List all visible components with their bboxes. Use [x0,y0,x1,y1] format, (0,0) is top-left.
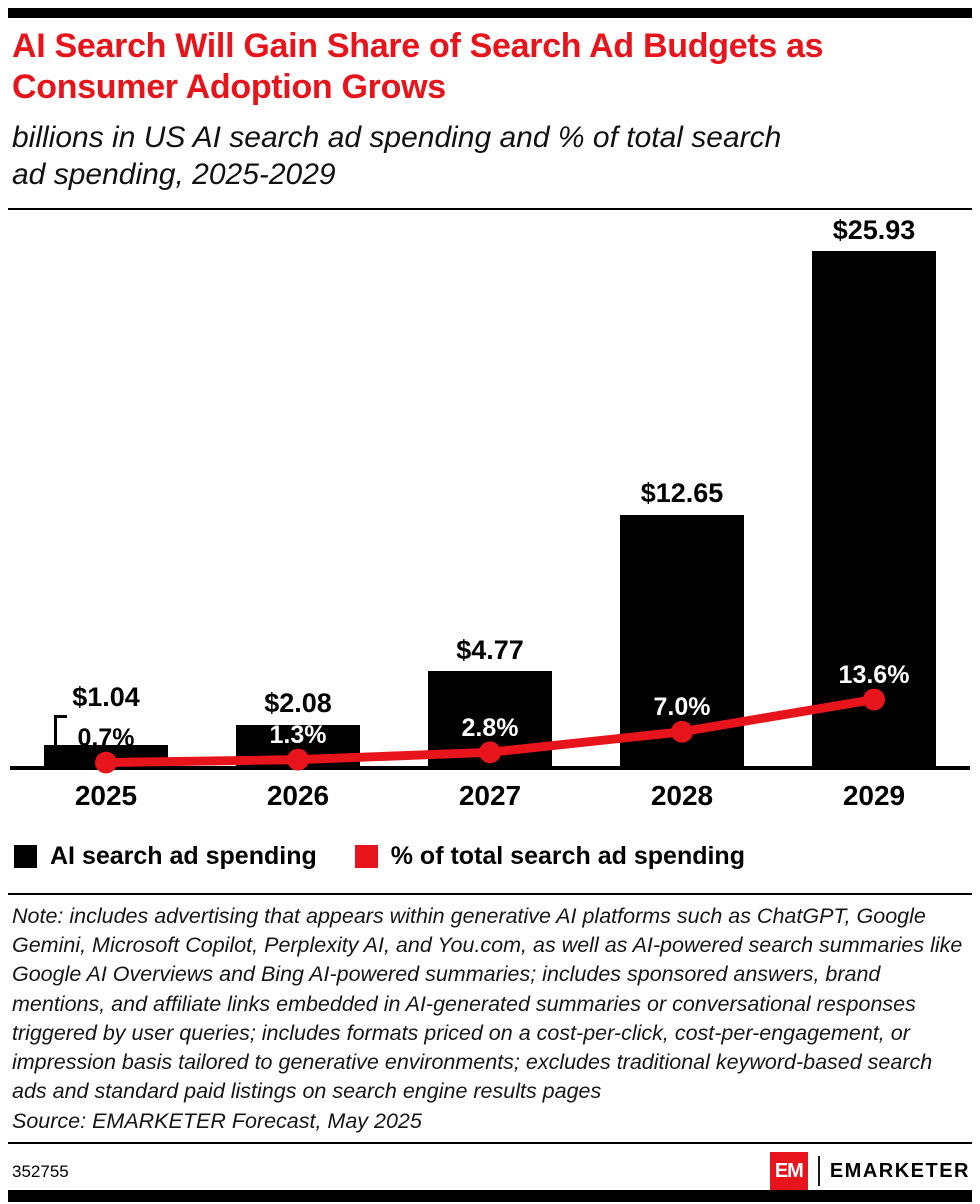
pct-line-series [95,688,885,774]
legend-item: AI search ad spending [14,842,317,871]
emarketer-logo-icon: EM [769,1152,808,1190]
pct-label-2027: 2.8% [461,713,519,742]
bar-value-label-2029: $25.93 [832,214,916,245]
chart-title: AI Search Will Gain Share of Search Ad B… [12,27,824,107]
pct-label-2028: 7.0% [653,693,711,722]
x-axis-label-2026: 2026 [266,780,330,811]
chart-subtitle: billions in US AI search ad spending and… [12,121,782,191]
top-accent-bar [8,8,972,18]
notes-block: Note: includes advertising that appears … [12,902,968,1136]
pct-label-2029: 13.6% [838,660,910,689]
bar-line-chart: $1.04 0.7% $2.08 1.3% $4.77 2.8% $12.65 7.0% $25… [10,215,970,774]
chart-id: 352755 [12,1162,69,1181]
header-divider [8,208,972,210]
bar-2029 [812,251,936,766]
x-axis-label-2027: 2027 [458,780,522,811]
value-leader-line [54,715,67,747]
bar-value-label-2027: $4.77 [456,634,524,665]
bar-value-label-2026: $2.08 [264,688,332,719]
legend-label: AI search ad spending [50,842,317,870]
legend-swatch [14,845,37,868]
bar-value-label-2025: $1.04 [72,682,140,713]
pct-dot-2026 [287,748,309,771]
legend-label: % of total search ad spending [390,842,745,870]
x-axis-label-2028: 2028 [650,780,714,811]
bar-value-label-2028: $12.65 [640,478,724,509]
pct-dot-2028 [671,720,693,743]
legend-swatch [354,845,378,868]
pct-dot-2025 [95,751,117,774]
note-text: Note: includes advertising that appears … [12,904,963,1104]
pct-label-2025: 0.7% [77,724,135,753]
x-axis-label-2029: 2029 [842,780,906,811]
bottom-accent-bar [8,1190,972,1202]
legend: AI search ad spending % of total search a… [14,842,745,871]
logo-monogram: EM [774,1159,804,1182]
brand-name: EMARKETER [829,1159,970,1182]
pct-dot-2027 [479,741,501,764]
pct-dot-2029 [863,688,885,711]
x-axis-labels: 2025 2026 2027 2028 2029 [10,780,970,812]
brand-divider [817,1156,820,1186]
legend-item: % of total search ad spending [354,842,745,871]
note-divider [8,893,972,895]
x-axis-label-2025: 2025 [74,780,138,811]
footer-divider [8,1142,972,1144]
source-text: Source: EMARKETER Forecast, May 2025 [12,1108,422,1133]
brand-lockup: EM EMARKETER [769,1151,970,1191]
pct-label-2026: 1.3% [269,721,327,750]
